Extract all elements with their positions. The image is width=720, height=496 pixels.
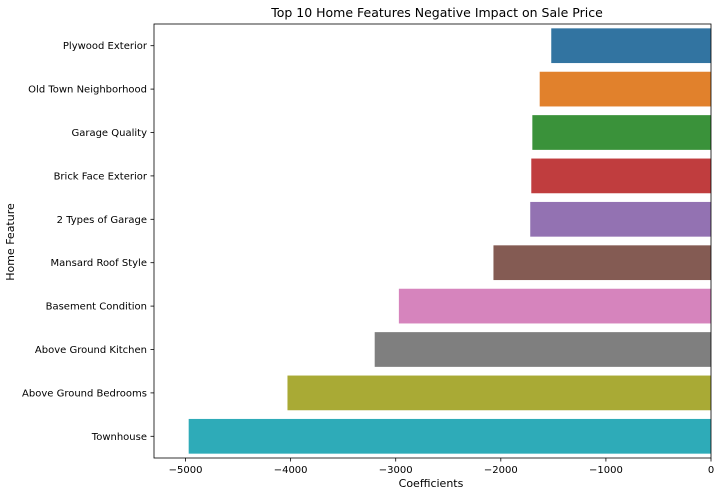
x-tick-label-0: −5000 [169,465,203,476]
x-tick-label-1: −4000 [274,465,308,476]
chart-title: Top 10 Home Features Negative Impact on … [270,5,603,20]
bar-7 [374,332,711,367]
y-tick-label-0: Plywood Exterior [63,41,148,52]
y-tick-label-9: Townhouse [91,432,147,443]
bar-8 [287,375,711,411]
x-tick-label-5: 0 [708,465,714,476]
y-tick-label-3: Brick Face Exterior [54,171,148,182]
y-tick-label-4: 2 Types of Garage [57,215,147,226]
y-tick-label-6: Basement Condition [46,302,147,313]
plot-frame [153,23,712,459]
bar-6 [398,288,711,324]
y-tick-label-5: Mansard Roof Style [51,258,147,269]
x-tick-label-2: −3000 [379,465,413,476]
y-axis-ticks: Plywood Exterior Old Town Neighborhood Gar… [22,41,154,443]
bar-5 [493,245,711,281]
bar-0 [551,28,711,64]
bar-3 [531,158,711,194]
bar-9 [188,418,711,454]
x-tick-label-3: −2000 [484,465,518,476]
y-tick-label-2: Garage Quality [71,128,147,139]
x-axis-label: Coefficients [399,477,464,490]
x-tick-label-4: −1000 [589,465,623,476]
y-tick-label-8: Above Ground Bedrooms [22,388,147,399]
y-axis-label: Home Feature [4,203,17,281]
bar-4 [530,201,711,237]
bars-group [188,28,711,454]
x-axis-ticks: −5000 −4000 −3000 −2000 −1000 0 [169,458,714,476]
bar-1 [539,71,711,107]
y-tick-label-7: Above Ground Kitchen [35,345,147,356]
y-tick-label-1: Old Town Neighborhood [28,85,147,96]
bar-2 [532,115,711,150]
